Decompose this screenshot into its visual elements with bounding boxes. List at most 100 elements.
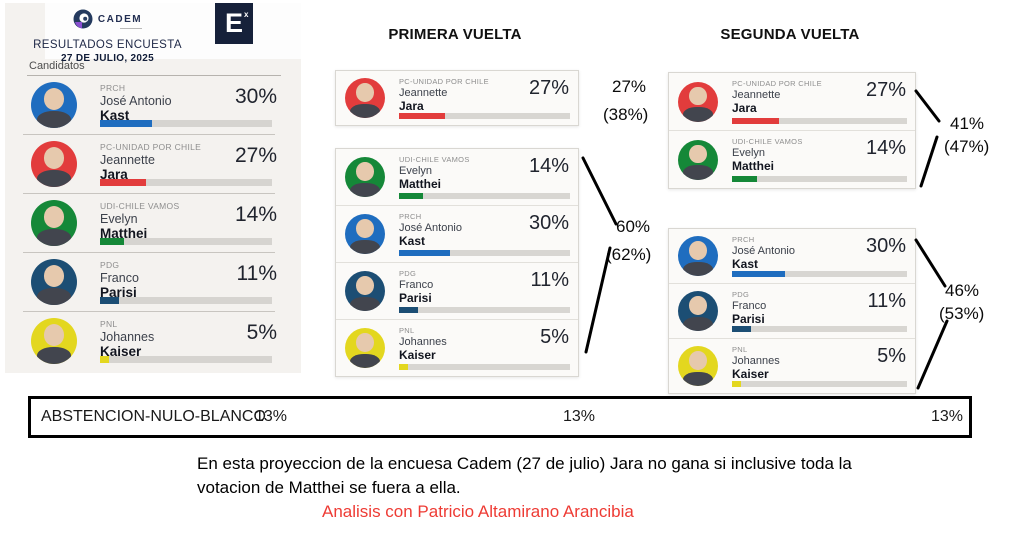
result-bar-fill <box>732 271 785 277</box>
candidate-last-name: Kast <box>100 108 130 123</box>
percent-value: 5% <box>877 345 906 367</box>
candidate-last-name: Parisi <box>100 285 137 300</box>
candidate-info: PC-UNIDAD POR CHILE Jeannette Jara <box>732 79 822 115</box>
candidate-photo <box>678 291 718 331</box>
candidate-first-name: Johannes <box>732 355 780 367</box>
percent-value: 11% <box>236 262 277 285</box>
segunda-vuelta-title: SEGUNDA VUELTA <box>720 26 860 43</box>
result-bar <box>100 356 272 363</box>
candidate-last-name: Jara <box>399 99 424 113</box>
percent-value: 14% <box>234 203 277 226</box>
party-label: PRCH <box>399 212 422 221</box>
row-kast: PRCH José Antonio Kast 30% <box>5 76 301 135</box>
result-bar-fill <box>399 364 408 370</box>
segunda-card-matthei: UDI-CHILE VAMOS Evelyn Matthei 14% <box>669 130 915 188</box>
primera-jara-pct: 27% <box>612 77 647 96</box>
cadem-results-panel: CADEM RESULTADOS ENCUESTA 27 DE JULIO, 2… <box>5 3 301 373</box>
segunda-card-kaiser: PNL Johannes Kaiser 5% <box>669 338 915 393</box>
candidate-photo <box>31 259 77 305</box>
segunda-card-parisi: PDG Franco Parisi 11% <box>669 283 915 338</box>
analysis-credit: Analisis con Patricio Altamirano Arancib… <box>322 502 634 521</box>
candidate-info: PDG Franco Parisi <box>732 290 766 326</box>
result-bar <box>732 271 907 277</box>
panel-header: CADEM RESULTADOS ENCUESTA 27 DE JULIO, 2… <box>5 9 210 64</box>
panel-title: RESULTADOS ENCUESTA <box>33 39 182 51</box>
candidate-first-name: Jeannette <box>399 87 448 99</box>
result-bar <box>399 113 570 119</box>
candidate-photo <box>345 271 385 311</box>
candidate-first-name: Evelyn <box>100 212 138 226</box>
candidate-first-name: José Antonio <box>732 245 795 257</box>
party-label: PDG <box>732 290 750 299</box>
candidate-info: PDG Franco Parisi <box>399 269 433 305</box>
candidate-first-name: José Antonio <box>399 222 462 234</box>
candidate-last-name: Kast <box>399 234 426 248</box>
analysis-text-line1: En esta proyeccion de la encuesa Cadem (… <box>197 454 852 473</box>
candidate-photo <box>31 200 77 246</box>
candidate-last-name: Kast <box>732 257 759 271</box>
abstention-box: ABSTENCION-NULO-BLANCO 13% 13% 13% <box>28 396 972 438</box>
candidate-photo <box>31 141 77 187</box>
candidate-photo <box>678 236 718 276</box>
percent-value: 27% <box>528 77 569 99</box>
result-bar <box>732 118 907 124</box>
party-label: PC-UNIDAD POR CHILE <box>100 142 202 152</box>
segunda-left-valid-pct: (47%) <box>944 137 990 156</box>
candidate-last-name: Jara <box>732 101 757 115</box>
section-divider <box>27 75 281 76</box>
candidate-last-name: Jara <box>100 167 128 182</box>
result-bar-fill <box>732 118 780 124</box>
primera-bloc-pct: 60% <box>616 217 651 236</box>
result-bar-fill <box>100 120 152 127</box>
segunda-left-pct: 41% <box>950 114 985 133</box>
candidate-first-name: Evelyn <box>399 165 433 177</box>
candidate-first-name: Franco <box>100 271 139 285</box>
result-bar <box>100 179 272 186</box>
party-label: UDI-CHILE VAMOS <box>399 155 470 164</box>
analysis-text-line2: votacion de Matthei se fuera a ella. <box>197 478 461 497</box>
candidate-last-name: Parisi <box>732 312 765 326</box>
candidate-last-name: Matthei <box>732 159 774 173</box>
party-label: UDI-CHILE VAMOS <box>732 137 803 146</box>
cadem-wordmark-rule <box>120 28 143 29</box>
percent-value: 30% <box>528 212 569 234</box>
candidate-photo <box>345 157 385 197</box>
candidate-last-name: Kaiser <box>732 367 769 381</box>
cadem-logo: CADEM <box>73 9 143 29</box>
candidate-info: PNL Johannes Kaiser <box>100 319 154 359</box>
percent-value: 27% <box>234 144 277 167</box>
result-bar <box>100 297 272 304</box>
segunda-card-kast: PRCH José Antonio Kast 30% <box>669 229 915 283</box>
result-bar-fill <box>399 193 423 199</box>
abstention-label: ABSTENCION-NULO-BLANCO <box>41 408 266 425</box>
segunda-right-bloc: PRCH José Antonio Kast 30% PDG Franco Pa… <box>668 228 916 394</box>
result-bar-fill <box>399 113 446 119</box>
abstention-value-2: 13% <box>563 408 596 425</box>
cadem-logo-icon <box>73 9 93 29</box>
party-label: PDG <box>100 260 120 270</box>
result-bar-fill <box>732 176 757 182</box>
candidate-last-name: Matthei <box>399 177 441 191</box>
abstention-value-3: 13% <box>930 408 963 425</box>
connector-line <box>581 156 618 226</box>
result-bar <box>732 326 907 332</box>
result-bar-fill <box>399 250 451 256</box>
connector-line <box>914 89 941 123</box>
candidate-first-name: Franco <box>732 300 767 312</box>
primera-vuelta-title: PRIMERA VUELTA <box>388 26 522 43</box>
candidate-first-name: Johannes <box>399 336 447 348</box>
percent-value: 5% <box>246 321 277 344</box>
result-bar-fill <box>100 179 147 186</box>
result-bar-fill <box>100 238 125 245</box>
result-bar <box>100 120 272 127</box>
percent-value: 11% <box>530 269 569 291</box>
segunda-left-bloc: PC-UNIDAD POR CHILE Jeannette Jara 27% U… <box>668 72 916 189</box>
cadem-wordmark: CADEM <box>97 14 143 25</box>
exante-logo-letter: E <box>224 8 243 38</box>
candidate-info: PC-UNIDAD POR CHILE Jeannette Jara <box>100 142 201 182</box>
connector-line <box>914 238 947 288</box>
candidate-photo <box>678 139 718 180</box>
candidate-photo <box>678 346 718 386</box>
